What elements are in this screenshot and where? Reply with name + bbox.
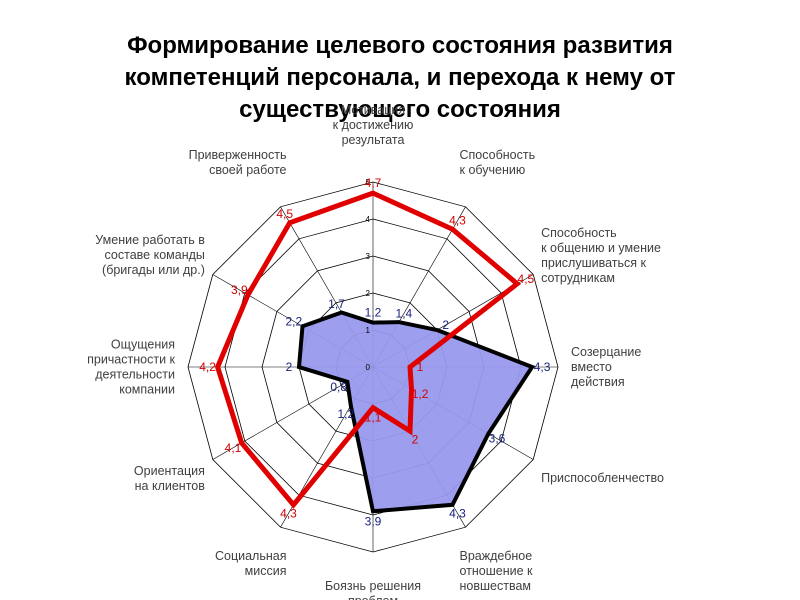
category-label-line: действия — [571, 375, 625, 389]
target-value-label: 4,2 — [199, 360, 216, 374]
target-value-label: 4,3 — [449, 214, 466, 228]
current-value-label: 2 — [442, 318, 449, 332]
category-label-line: составе команды — [105, 248, 205, 262]
category-label: Ориентация на клиентов — [134, 464, 205, 493]
title-line-1: Формирование целевого состояния развития — [127, 32, 673, 59]
category-label-line: прислушиваться к — [541, 256, 646, 270]
current-value-label: 1,2 — [337, 407, 354, 421]
radial-tick-label: 3 — [366, 252, 371, 261]
current-value-label: 4,3 — [449, 506, 466, 520]
category-label-line: Приверженность — [189, 148, 287, 162]
category-label: Приспособленчество — [541, 471, 664, 485]
radial-tick-label: 0 — [366, 363, 371, 372]
category-label: Мотивация к достижению результата — [333, 103, 414, 147]
category-label-line: к достижению — [333, 118, 414, 132]
category-label-line: к общению и умение — [541, 241, 661, 255]
current-value-label: 1,7 — [328, 297, 345, 311]
category-label: Созерцание вместо действия — [571, 345, 641, 389]
current-value-label: 0,8 — [330, 380, 347, 394]
category-label: Враждебное отношение к новшествам — [460, 549, 534, 593]
target-series-line — [214, 190, 522, 509]
category-label-line: к обучению — [460, 163, 526, 177]
category-label: Способность к общению и умение прислушиват… — [541, 226, 661, 285]
category-label-line: Ощущения — [111, 337, 175, 351]
category-label-line: сотрудникам — [541, 271, 615, 285]
category-label-line: Умение работать в — [95, 233, 205, 247]
radial-tick-label: 1 — [366, 326, 371, 335]
current-value-label: 3,9 — [365, 514, 382, 528]
category-label-line: Способность — [460, 148, 536, 162]
radial-tick-label: 4 — [366, 215, 371, 224]
category-label-line: (бригады или др.) — [102, 263, 205, 277]
category-label: Ощущения причастности к деятельности компан… — [87, 337, 175, 396]
current-value-label: 1,4 — [396, 307, 413, 321]
category-label-line: миссия — [245, 564, 287, 578]
category-label: Приверженность своей работе — [189, 148, 287, 177]
category-label-line: проблем — [348, 594, 398, 600]
category-label: Социальная миссия — [215, 549, 287, 578]
category-label: Умение работать в составе команды (бригады… — [95, 233, 205, 277]
category-label-line: причастности к — [87, 352, 175, 366]
target-value-label: 1,2 — [412, 387, 429, 401]
target-value-label: 4,1 — [225, 441, 242, 455]
category-label: Боязнь решенияпроблем — [325, 579, 421, 600]
category-label-line: на клиентов — [135, 479, 206, 493]
radar-series — [214, 190, 536, 514]
category-labels: Мотивация к достижению результата Способнос… — [87, 103, 664, 600]
target-value-label: 4,5 — [518, 272, 535, 286]
target-value-label: 4,5 — [276, 207, 293, 221]
target-value-label: 4,3 — [280, 506, 297, 520]
slide-title: Формирование целевого состояния развития… — [40, 30, 760, 126]
category-label-line: деятельности — [95, 367, 175, 381]
current-value-label: 1,2 — [365, 306, 382, 320]
target-value-label: 2 — [412, 433, 419, 447]
current-value-label: 3,6 — [489, 432, 506, 446]
title-line-3: существующего состояния — [239, 96, 561, 123]
category-label-line: Приспособленчество — [541, 471, 664, 485]
target-value-label: 3,9 — [231, 283, 248, 297]
category-label-line: Ориентация — [134, 464, 205, 478]
current-value-label: 2 — [286, 360, 293, 374]
title-line-2: компетенций персонала, и перехода к нему… — [124, 64, 676, 91]
category-label-line: отношение к — [460, 564, 534, 578]
category-label-line: Способность — [541, 226, 617, 240]
target-value-label: 1 — [417, 360, 424, 374]
category-label-line: новшествам — [460, 579, 532, 593]
current-value-label: 2,2 — [285, 314, 302, 328]
category-label-line: вместо — [571, 360, 612, 374]
target-value-label: 4,7 — [365, 176, 382, 190]
radial-tick-label: 5 — [366, 178, 371, 187]
value-labels: 4,7 4,3 4,5 1 1,2 2 1,1 4,3 4,1 4,2 3,9 4,5 1,2 1,4 2 4… — [199, 176, 551, 528]
category-label-line: Мотивация — [341, 103, 405, 117]
category-label-line: своей работе — [209, 163, 286, 177]
category-label-line: компании — [119, 382, 175, 396]
current-series-area — [296, 310, 536, 514]
category-label-line: результата — [342, 133, 405, 147]
category-label-line: Социальная — [215, 549, 287, 563]
category-label: Способность к обучению — [460, 148, 536, 177]
radial-ticks: 0 1 2 3 4 5 — [366, 178, 371, 372]
radial-tick-label: 2 — [366, 289, 371, 298]
current-value-label: 4,3 — [534, 360, 551, 374]
category-label-line: Созерцание — [571, 345, 641, 359]
category-label-line: Враждебное — [460, 549, 533, 563]
category-label-line: Боязнь решения — [325, 579, 421, 593]
target-value-label: 1,1 — [365, 411, 382, 425]
